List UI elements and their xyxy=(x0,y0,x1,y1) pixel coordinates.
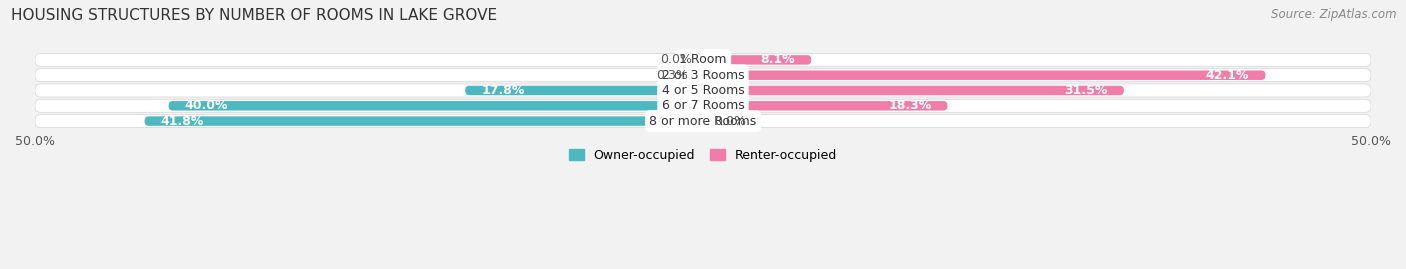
Text: 0.3%: 0.3% xyxy=(657,69,689,82)
FancyBboxPatch shape xyxy=(35,54,1371,66)
Text: HOUSING STRUCTURES BY NUMBER OF ROOMS IN LAKE GROVE: HOUSING STRUCTURES BY NUMBER OF ROOMS IN… xyxy=(11,8,498,23)
Text: 8.1%: 8.1% xyxy=(761,54,796,66)
FancyBboxPatch shape xyxy=(35,115,1371,128)
FancyBboxPatch shape xyxy=(169,101,703,111)
FancyBboxPatch shape xyxy=(703,70,1265,80)
Text: Source: ZipAtlas.com: Source: ZipAtlas.com xyxy=(1271,8,1396,21)
FancyBboxPatch shape xyxy=(703,86,1123,95)
FancyBboxPatch shape xyxy=(703,55,811,65)
Text: 4 or 5 Rooms: 4 or 5 Rooms xyxy=(662,84,744,97)
Text: 18.3%: 18.3% xyxy=(889,99,931,112)
Text: 17.8%: 17.8% xyxy=(481,84,524,97)
Text: 8 or more Rooms: 8 or more Rooms xyxy=(650,115,756,128)
FancyBboxPatch shape xyxy=(145,116,703,126)
Text: 0.0%: 0.0% xyxy=(714,115,745,128)
Text: 2 or 3 Rooms: 2 or 3 Rooms xyxy=(662,69,744,82)
Text: 31.5%: 31.5% xyxy=(1064,84,1108,97)
Text: 41.8%: 41.8% xyxy=(160,115,204,128)
FancyBboxPatch shape xyxy=(35,84,1371,97)
FancyBboxPatch shape xyxy=(465,86,703,95)
FancyBboxPatch shape xyxy=(35,99,1371,112)
Text: 42.1%: 42.1% xyxy=(1206,69,1250,82)
FancyBboxPatch shape xyxy=(699,70,703,80)
Text: 1 Room: 1 Room xyxy=(679,54,727,66)
Text: 0.0%: 0.0% xyxy=(661,54,692,66)
FancyBboxPatch shape xyxy=(703,101,948,111)
Legend: Owner-occupied, Renter-occupied: Owner-occupied, Renter-occupied xyxy=(564,144,842,167)
Text: 40.0%: 40.0% xyxy=(184,99,228,112)
FancyBboxPatch shape xyxy=(35,69,1371,82)
Text: 6 or 7 Rooms: 6 or 7 Rooms xyxy=(662,99,744,112)
